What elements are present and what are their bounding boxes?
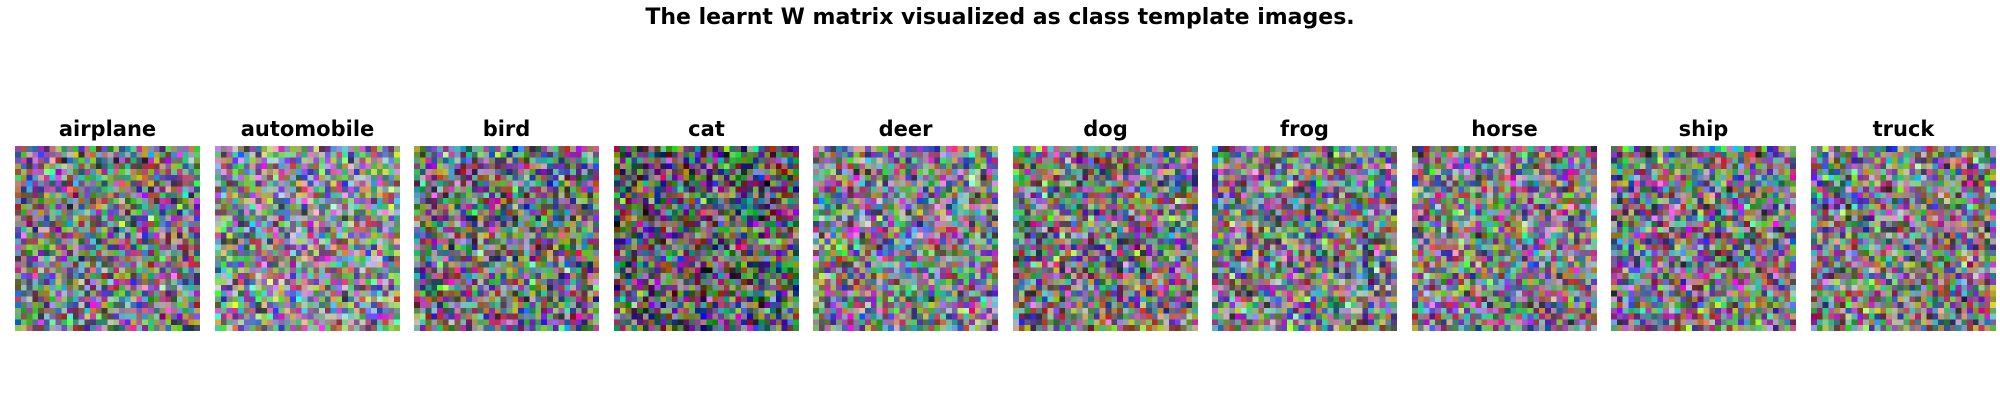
class-template-image-bird: [414, 146, 599, 331]
class-template-panel-dog: dog: [1013, 117, 1198, 331]
panel-title-frog: frog: [1212, 117, 1397, 146]
panel-title-truck: truck: [1811, 117, 1996, 146]
class-template-image-automobile: [215, 146, 400, 331]
panel-title-bird: bird: [414, 117, 599, 146]
panel-title-dog: dog: [1013, 117, 1198, 146]
panel-title-ship: ship: [1611, 117, 1796, 146]
panel-title-cat: cat: [614, 117, 799, 146]
class-template-panel-automobile: automobile: [215, 117, 400, 331]
panel-title-deer: deer: [813, 117, 998, 146]
figure-title: The learnt W matrix visualized as class …: [0, 4, 2000, 32]
class-template-image-deer: [813, 146, 998, 331]
class-template-panel-frog: frog: [1212, 117, 1397, 331]
class-template-panel-cat: cat: [614, 117, 799, 331]
class-template-panel-ship: ship: [1611, 117, 1796, 331]
class-template-image-airplane: [15, 146, 200, 331]
panel-title-airplane: airplane: [15, 117, 200, 146]
class-template-panel-deer: deer: [813, 117, 998, 331]
class-template-image-truck: [1811, 146, 1996, 331]
class-template-image-frog: [1212, 146, 1397, 331]
class-template-image-dog: [1013, 146, 1198, 331]
class-template-panel-airplane: airplane: [15, 117, 200, 331]
class-template-panel-horse: horse: [1412, 117, 1597, 331]
class-template-image-ship: [1611, 146, 1796, 331]
panel-title-automobile: automobile: [215, 117, 400, 146]
class-template-panel-truck: truck: [1811, 117, 1996, 331]
class-template-panel-bird: bird: [414, 117, 599, 331]
panel-title-horse: horse: [1412, 117, 1597, 146]
class-template-image-cat: [614, 146, 799, 331]
class-template-image-horse: [1412, 146, 1597, 331]
